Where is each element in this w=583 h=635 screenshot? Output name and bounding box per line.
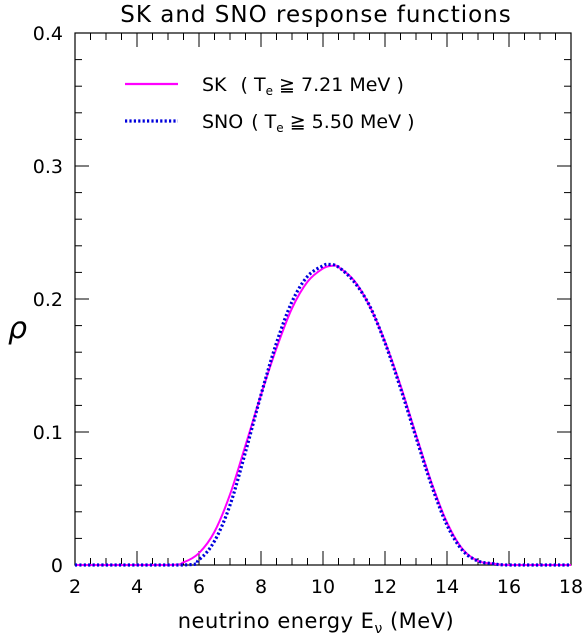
series-line-sno (74, 262, 571, 567)
axis-ticks (74, 32, 572, 566)
x-tick-label: 2 (69, 576, 81, 598)
y-tick-label: 0.1 (33, 422, 63, 444)
legend: SK( Te ≧ 7.21 MeV ) SNO( Te ≧ 5.50 MeV ) (125, 74, 415, 135)
y-tick-label: 0.2 (33, 289, 63, 311)
y-tick-labels: 0 0.1 0.2 0.3 0.4 (33, 23, 63, 577)
x-tick-label: 14 (435, 576, 459, 598)
y-tick-label: 0.4 (33, 23, 63, 45)
x-tick-label: 18 (559, 576, 583, 598)
legend-label-sk: SK( Te ≧ 7.21 MeV ) (202, 74, 404, 98)
x-tick-label: 4 (131, 576, 143, 598)
x-tick-label: 8 (255, 576, 267, 598)
series-line-sk (74, 264, 571, 567)
x-tick-labels: 2 4 6 8 10 12 14 16 18 (69, 576, 583, 598)
series-layer (74, 262, 571, 567)
y-tick-label: 0 (51, 555, 63, 577)
x-tick-label: 16 (497, 576, 521, 598)
chart-title: SK and SNO response functions (120, 2, 512, 28)
x-tick-label: 6 (193, 576, 205, 598)
x-tick-label: 10 (311, 576, 335, 598)
legend-label-sno: SNO( Te ≧ 5.50 MeV ) (202, 111, 415, 135)
x-tick-label: 12 (373, 576, 397, 598)
x-axis-label: neutrino energy Eν (MeV) (178, 609, 455, 635)
y-tick-label: 0.3 (33, 156, 63, 178)
y-axis-label: ρ (8, 311, 27, 346)
